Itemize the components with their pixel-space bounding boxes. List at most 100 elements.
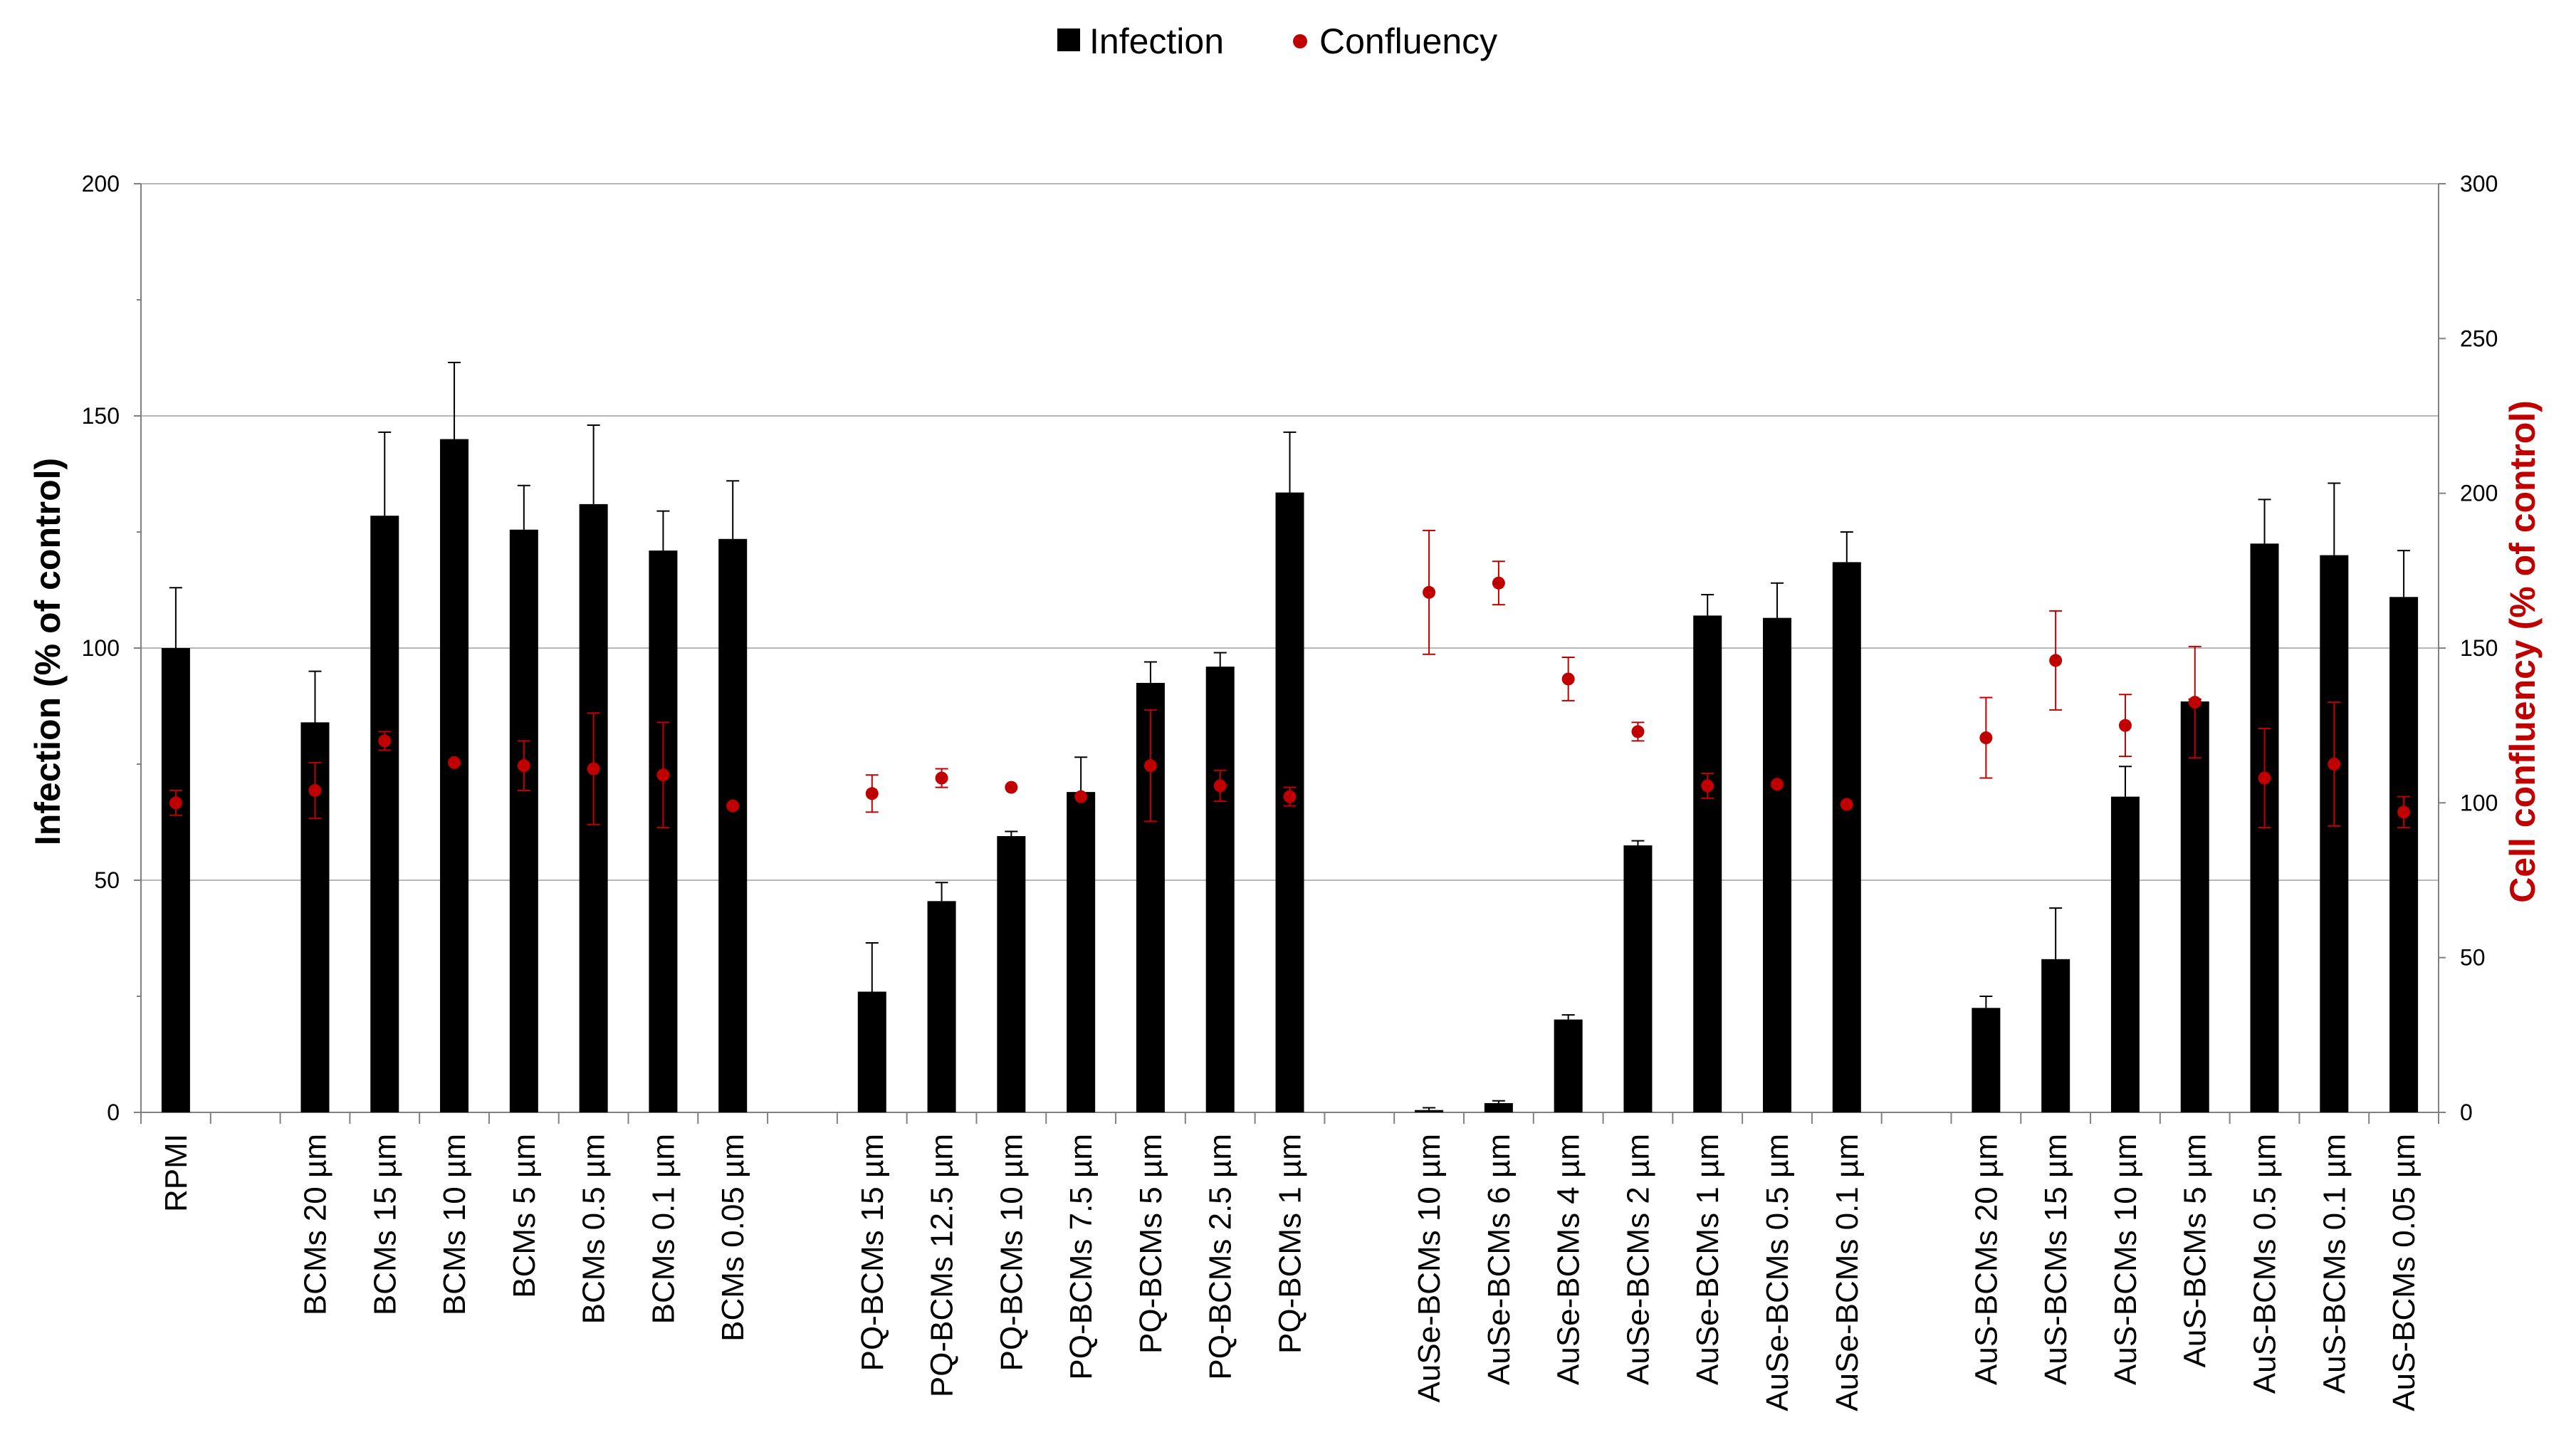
confluency-point [308, 783, 322, 797]
infection-bar [718, 538, 748, 1112]
infection-bar [1972, 1008, 2001, 1112]
category-label: AuSe-BCMs 0.1 µm [1830, 1134, 1865, 1411]
confluency-point [2258, 771, 2271, 785]
left-axis-title: Infection (% of control) [28, 458, 68, 845]
category-label: PQ-BCMs 12.5 µm [925, 1134, 960, 1397]
left-axis-tick-label: 50 [94, 867, 120, 893]
confluency-point [1701, 779, 1714, 793]
category-label: AuSe-BCMs 4 µm [1551, 1134, 1586, 1385]
category-label: PQ-BCMs 7.5 µm [1064, 1134, 1099, 1380]
category-label: BCMs 5 µm [507, 1134, 542, 1298]
infection-bar [927, 901, 956, 1112]
right-axis-tick-label: 0 [2460, 1100, 2473, 1125]
confluency-point [1561, 672, 1575, 686]
confluency-point [656, 768, 670, 782]
category-label: PQ-BCMs 1 µm [1273, 1134, 1308, 1354]
category-label: PQ-BCMs 2.5 µm [1203, 1134, 1238, 1380]
confluency-point [1074, 790, 1088, 803]
category-label: BCMs 0.05 µm [716, 1134, 750, 1342]
infection-bar [440, 439, 469, 1112]
confluency-point [378, 734, 392, 748]
confluency-point [2049, 654, 2063, 667]
legend-swatch-confluency [1293, 34, 1307, 48]
infection-bar [1763, 617, 1792, 1112]
infection-bar [2180, 701, 2209, 1112]
left-axis-tick-label: 200 [82, 171, 120, 197]
confluency-point [517, 759, 530, 773]
confluency-point [1423, 585, 1436, 599]
category-label: RPMI [159, 1134, 194, 1212]
infection-bar [2041, 959, 2070, 1112]
infection-bar [370, 516, 399, 1112]
confluency-point [1005, 781, 1018, 794]
confluency-points [169, 529, 2411, 829]
legend-label-infection: Infection [1089, 21, 1224, 61]
confluency-point [1492, 576, 1505, 590]
infection-bar [649, 550, 678, 1112]
left-axis-tick-label: 150 [82, 403, 120, 429]
infection-bar [509, 529, 538, 1112]
category-label: AuSe-BCMs 10 µm [1412, 1134, 1447, 1402]
category-label: AuSe-BCMs 2 µm [1621, 1134, 1655, 1385]
category-label: BCMs 10 µm [437, 1134, 472, 1315]
confluency-point [1840, 798, 1853, 811]
category-label: AuS-BCMs 10 µm [2108, 1134, 2143, 1385]
right-axis-tick-label: 200 [2460, 481, 2498, 506]
category-label: AuSe-BCMs 1 µm [1690, 1134, 1725, 1385]
category-label: AuS-BCMs 0.1 µm [2317, 1134, 2352, 1394]
legend-swatch-infection [1057, 28, 1080, 51]
right-axis-tick-label: 50 [2460, 945, 2486, 971]
confluency-point [726, 799, 740, 813]
category-label: BCMs 0.1 µm [646, 1134, 681, 1324]
right-axis-tick-label: 150 [2460, 635, 2498, 661]
category-label: AuS-BCMs 0.5 µm [2248, 1134, 2283, 1394]
category-labels: RPMI BCMs 20 µm BCMs 15 µm BCMs 10 µm BCMs 5… [159, 1134, 2421, 1411]
category-label: AuSe-BCMs 6 µm [1482, 1134, 1517, 1385]
confluency-point [2118, 719, 2132, 732]
category-label: AuS-BCMs 0.05 µm [2387, 1134, 2421, 1411]
confluency-point [1631, 725, 1645, 739]
infection-bar [1067, 792, 1096, 1112]
infection-bars [161, 362, 2419, 1112]
confluency-point [2328, 758, 2341, 771]
confluency-point [2188, 696, 2201, 709]
category-label: BCMs 0.5 µm [577, 1134, 612, 1324]
right-axis-title: Cell confluency (% of control) [2503, 400, 2543, 903]
infection-bar [1205, 667, 1235, 1112]
category-label: AuS-BCMs 20 µm [1969, 1134, 2004, 1385]
infection-bar [1484, 1102, 1513, 1112]
infection-bar [857, 991, 886, 1112]
legend: Infection Confluency [1057, 21, 1497, 61]
confluency-point [1771, 778, 1784, 791]
infection-bar [1415, 1110, 1444, 1112]
confluency-point [1143, 759, 1157, 773]
infection-bar [2389, 597, 2419, 1112]
confluency-point [935, 771, 948, 785]
confluency-point [587, 762, 600, 776]
confluency-point [1979, 731, 1993, 745]
infection-bar [1623, 845, 1653, 1112]
category-label: PQ-BCMs 10 µm [994, 1134, 1029, 1371]
confluency-point [1213, 779, 1227, 793]
infection-bar [161, 648, 190, 1112]
confluency-point [865, 787, 879, 800]
infection-bar [2110, 796, 2140, 1112]
right-axis-tick-label: 300 [2460, 171, 2498, 197]
category-label: PQ-BCMs 15 µm [855, 1134, 890, 1371]
category-label: AuS-BCMs 15 µm [2038, 1134, 2073, 1385]
infection-bar [1554, 1019, 1583, 1112]
infection-bar [2320, 555, 2349, 1112]
category-label: BCMs 20 µm [298, 1134, 333, 1315]
category-label: AuS-BCMs 5 µm [2178, 1134, 2213, 1368]
right-axis-tick-label: 250 [2460, 325, 2498, 351]
infection-bar [1832, 562, 1861, 1112]
confluency-point [169, 796, 182, 810]
right-axis-tick-label: 100 [2460, 790, 2498, 815]
category-label: BCMs 15 µm [367, 1134, 402, 1315]
legend-label-confluency: Confluency [1319, 21, 1497, 61]
category-label: PQ-BCMs 5 µm [1133, 1134, 1168, 1354]
left-axis-tick-label: 0 [107, 1100, 120, 1125]
left-axis-tick-label: 100 [82, 635, 120, 661]
category-label: AuSe-BCMs 0.5 µm [1760, 1134, 1795, 1411]
infection-bar [1693, 615, 1722, 1112]
